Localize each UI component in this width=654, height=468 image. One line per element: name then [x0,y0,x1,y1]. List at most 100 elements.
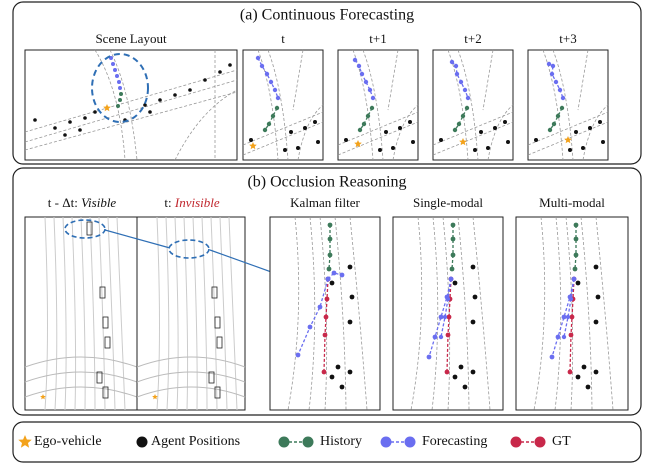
dot [326,277,331,282]
dot [318,305,323,310]
dot [566,315,570,319]
panel-frame [528,50,608,160]
dot [459,80,463,84]
legend-item: Ego-vehicle [18,434,101,449]
legend-dot [303,437,314,448]
panel-label: Scene Layout [95,31,167,46]
dot [330,375,335,380]
dot [362,122,366,126]
dot [256,56,260,60]
dot [427,355,432,360]
dot [439,315,444,320]
dot [289,130,293,134]
dot [461,114,465,118]
dot [582,365,587,370]
dot [371,96,375,100]
dot [450,60,454,64]
dot [340,273,345,278]
dot [328,237,333,242]
panel-label: t+2 [464,31,481,46]
dot [451,223,456,228]
dot [569,297,573,301]
dot [568,370,573,375]
dot [493,126,497,130]
dot [360,72,364,76]
dot [439,335,443,339]
legend-label: Agent Positions [151,434,240,449]
dot [83,116,87,120]
legend-dot [381,437,392,448]
legend-dot [279,437,290,448]
dot [449,277,453,281]
dot [316,140,320,144]
dot [313,120,317,124]
legend-label: Forecasting [422,434,487,449]
dot [594,265,599,270]
dot [581,146,585,150]
dot [33,118,37,122]
legend-item: GT [511,434,572,449]
dot [276,96,280,100]
dot [408,120,412,124]
dot [550,72,554,76]
dot [570,315,575,320]
dot [574,223,579,228]
legend-label: GT [552,434,571,449]
section-b-title: (b) Occlusion Reasoning [247,174,406,191]
dot [357,64,361,68]
dot [218,70,222,74]
dot [445,370,450,375]
dot [446,297,450,301]
dot [283,148,287,152]
dot [353,58,357,62]
dot [348,265,353,270]
dot [574,237,579,242]
dot [479,130,483,134]
forecast-panel [393,217,503,410]
dot [454,64,458,68]
dot [450,267,455,272]
dot [455,72,459,76]
dot [486,146,490,150]
dot [503,120,507,124]
dot [364,80,368,84]
dot [271,114,275,118]
visible-prefix: t - Δt: [48,195,81,210]
dot [143,103,147,107]
dot [63,133,67,137]
dot [158,98,162,102]
legend-item: Forecasting [381,434,488,449]
dot [573,267,578,272]
dot [350,295,355,300]
dot [332,271,337,276]
panel-label: Single-modal [413,195,483,210]
legend-label: History [320,434,362,449]
dot [569,333,574,338]
dot [562,315,567,320]
dot [463,88,467,92]
dot [451,253,456,258]
dot [119,92,123,96]
forecast-panel [516,217,628,410]
dot [574,253,579,258]
scene-panel [338,50,418,160]
dot [471,320,476,325]
dot [328,253,333,258]
dot [554,80,558,84]
dot [453,375,458,380]
dot [506,140,510,144]
dot [366,114,370,118]
dot [443,315,447,319]
dot [188,88,192,92]
legend-dot [511,437,522,448]
dot [560,106,564,110]
dot [463,385,468,390]
dot [203,78,207,82]
dot [384,130,388,134]
ego-star [18,435,31,448]
panel-frame [25,50,237,160]
lidar-panel [137,217,245,410]
dot [534,138,538,142]
dot [547,62,551,66]
panel-frame [243,50,323,160]
